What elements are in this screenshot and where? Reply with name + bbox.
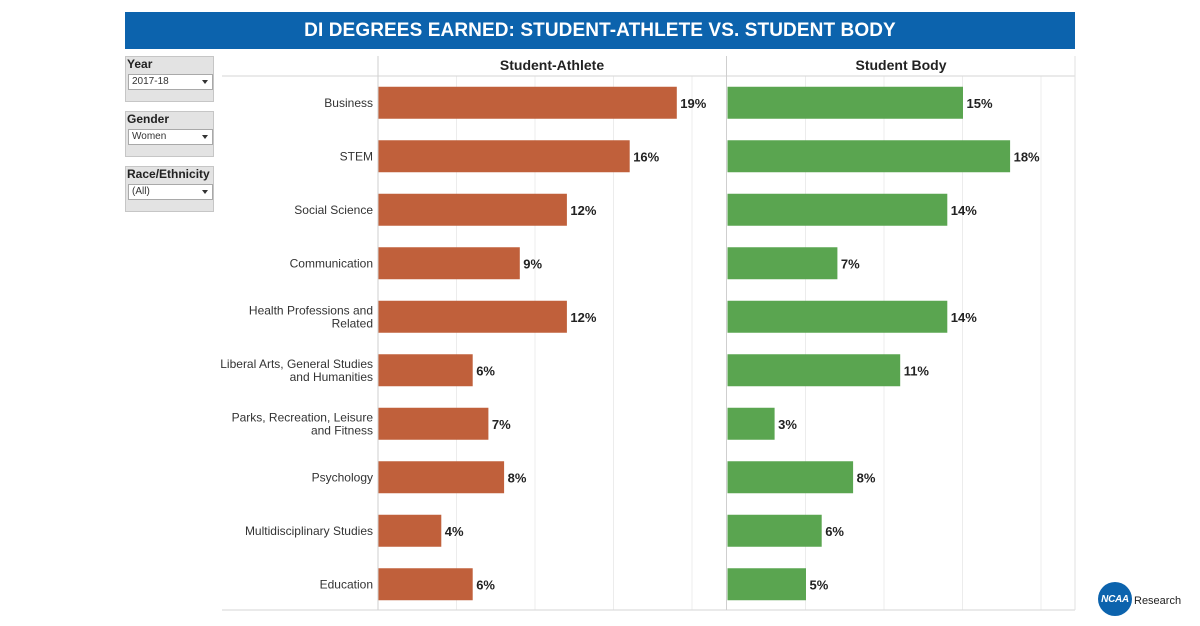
category-label: Communication — [290, 256, 373, 270]
data-label: 7% — [841, 256, 860, 271]
category-label: Psychology — [312, 470, 373, 484]
bar — [727, 140, 1011, 173]
year-filter: Year 2017-18 — [125, 56, 214, 102]
chart-title: DI DEGREES EARNED: STUDENT-ATHLETE VS. S… — [125, 12, 1075, 49]
year-filter-label: Year — [127, 57, 153, 71]
data-label: 6% — [825, 524, 844, 539]
gender-filter: Gender Women — [125, 111, 214, 157]
bar — [378, 247, 520, 280]
category-label: and Humanities — [290, 370, 373, 384]
bar — [378, 140, 630, 173]
category-label: Education — [320, 577, 373, 591]
bar — [727, 354, 901, 387]
ncaa-research-logo: NCAA Research — [1098, 582, 1188, 616]
data-label: 6% — [476, 577, 495, 592]
chevron-down-icon — [202, 190, 208, 194]
data-label: 18% — [1014, 149, 1040, 164]
data-label: 8% — [508, 470, 527, 485]
bar — [378, 514, 442, 547]
data-label: 9% — [523, 256, 542, 271]
gender-select-value: Women — [132, 131, 167, 142]
data-label: 12% — [570, 203, 596, 218]
race-ethnicity-select[interactable]: (All) — [128, 184, 213, 200]
data-label: 16% — [633, 149, 659, 164]
logo-text: Research — [1134, 595, 1182, 607]
bar — [378, 568, 473, 601]
category-label: and Fitness — [311, 423, 373, 437]
bar — [727, 86, 963, 119]
data-label: 11% — [904, 363, 930, 378]
bar — [727, 193, 948, 226]
data-label: 7% — [492, 417, 511, 432]
bar — [378, 461, 505, 494]
data-label: 3% — [778, 417, 797, 432]
data-label: 15% — [967, 96, 993, 111]
chevron-down-icon — [202, 135, 208, 139]
data-label: 6% — [476, 363, 495, 378]
panel-header: Student-Athlete — [500, 57, 604, 73]
bar — [727, 247, 838, 280]
data-label: 14% — [951, 310, 977, 325]
gender-filter-label: Gender — [127, 112, 170, 126]
category-label: Related — [332, 316, 373, 330]
bar — [727, 568, 806, 601]
panel-header: Student Body — [856, 57, 947, 73]
ncaa-logo-mark: NCAA — [1098, 582, 1132, 616]
chevron-down-icon — [202, 80, 208, 84]
category-label: Liberal Arts, General Studies — [220, 357, 373, 371]
category-label: STEM — [340, 149, 373, 163]
category-label: Social Science — [294, 203, 373, 217]
bar — [727, 514, 822, 547]
race-ethnicity-filter-label: Race/Ethnicity — [127, 167, 210, 181]
bar — [378, 86, 677, 119]
bar — [727, 407, 775, 440]
data-label: 12% — [570, 310, 596, 325]
bar — [378, 407, 489, 440]
year-select-value: 2017-18 — [132, 76, 169, 87]
race-ethnicity-filter: Race/Ethnicity (All) — [125, 166, 214, 212]
year-select[interactable]: 2017-18 — [128, 74, 213, 90]
category-label: Multidisciplinary Studies — [245, 524, 373, 538]
race-ethnicity-select-value: (All) — [132, 186, 150, 197]
category-label: Health Professions and — [249, 303, 373, 317]
bar — [378, 354, 473, 387]
data-label: 4% — [445, 524, 464, 539]
data-label: 5% — [810, 577, 829, 592]
category-label: Parks, Recreation, Leisure — [232, 410, 374, 424]
data-label: 8% — [857, 470, 876, 485]
gender-select[interactable]: Women — [128, 129, 213, 145]
category-label: Business — [324, 96, 373, 110]
bar — [727, 461, 854, 494]
data-label: 19% — [680, 96, 706, 111]
bar — [378, 193, 567, 226]
data-label: 14% — [951, 203, 977, 218]
bar — [727, 300, 948, 333]
bar — [378, 300, 567, 333]
